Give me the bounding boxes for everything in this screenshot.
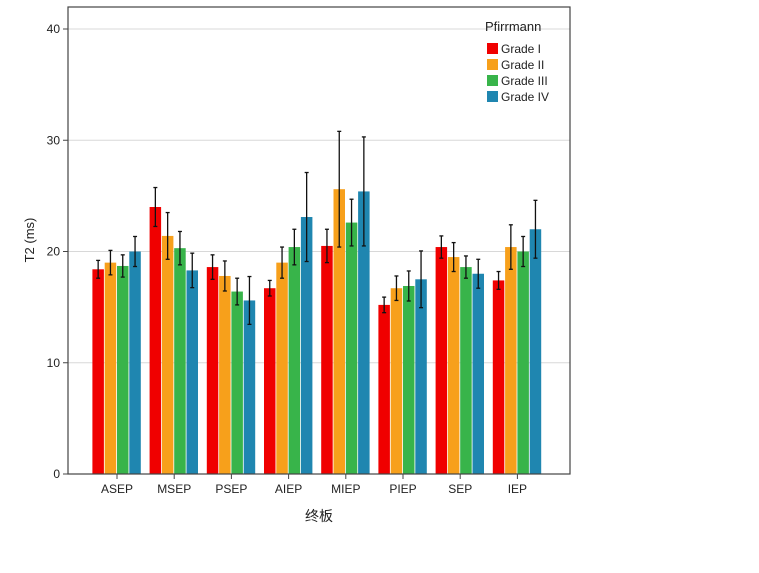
bar — [104, 262, 117, 474]
x-axis-label: 终板 — [305, 508, 333, 524]
bar — [300, 217, 313, 474]
bar — [161, 235, 174, 474]
y-axis-ticks: 0 10 20 30 40 — [47, 22, 68, 481]
y-tick-label: 0 — [53, 467, 60, 481]
y-tick-label: 40 — [47, 22, 61, 36]
bar — [345, 222, 358, 474]
bar — [174, 248, 186, 474]
y-tick-label: 30 — [47, 133, 61, 147]
bar — [117, 265, 129, 474]
legend-title: Pfirrmann — [485, 19, 541, 34]
y-axis-label: T2 (ms) — [22, 218, 37, 263]
x-tick-label: PIEP — [389, 482, 416, 496]
bar — [206, 267, 219, 474]
bar — [472, 273, 484, 474]
bar — [321, 245, 333, 474]
bars — [92, 189, 542, 475]
bar — [390, 288, 403, 474]
bar — [276, 262, 288, 474]
legend-swatch — [487, 91, 498, 102]
x-tick-label: SEP — [448, 482, 472, 496]
bar — [403, 285, 415, 474]
legend-label: Grade III — [501, 74, 548, 88]
bar — [333, 189, 345, 474]
plot-frame — [67, 6, 571, 475]
bar — [243, 300, 256, 474]
legend-swatch — [487, 43, 498, 54]
bar — [435, 247, 448, 474]
x-tick-label: IEP — [508, 482, 527, 496]
bar — [92, 269, 104, 474]
bar — [186, 270, 198, 474]
legend-label: Grade II — [501, 58, 544, 72]
bar — [415, 279, 427, 474]
legend-label: Grade I — [501, 42, 541, 56]
bar — [264, 288, 276, 474]
bar — [505, 247, 517, 474]
error-bars — [96, 130, 538, 326]
bar — [358, 191, 370, 475]
x-tick-label: MSEP — [157, 482, 191, 496]
bar — [219, 275, 231, 474]
bar — [288, 247, 301, 474]
legend: Pfirrmann Grade I Grade II Grade III Grade … — [485, 19, 549, 104]
bar — [447, 257, 460, 474]
legend-swatch — [487, 59, 498, 70]
x-tick-label: AIEP — [275, 482, 302, 496]
bar — [460, 267, 472, 474]
bar — [378, 304, 390, 474]
bar — [129, 251, 141, 474]
y-tick-label: 20 — [47, 245, 61, 259]
bar — [517, 251, 529, 474]
bar — [492, 280, 505, 474]
bar — [231, 291, 243, 474]
y-tick-label: 10 — [47, 356, 61, 370]
bar — [529, 229, 542, 474]
x-tick-label: MIEP — [331, 482, 360, 496]
x-tick-label: ASEP — [101, 482, 133, 496]
legend-label: Grade IV — [501, 90, 549, 104]
x-tick-label: PSEP — [215, 482, 247, 496]
bar — [149, 207, 162, 474]
x-axis-ticks: ASEP MSEP PSEP AIEP MIEP PIEP SEP IEP — [101, 474, 527, 496]
legend-swatch — [487, 75, 498, 86]
